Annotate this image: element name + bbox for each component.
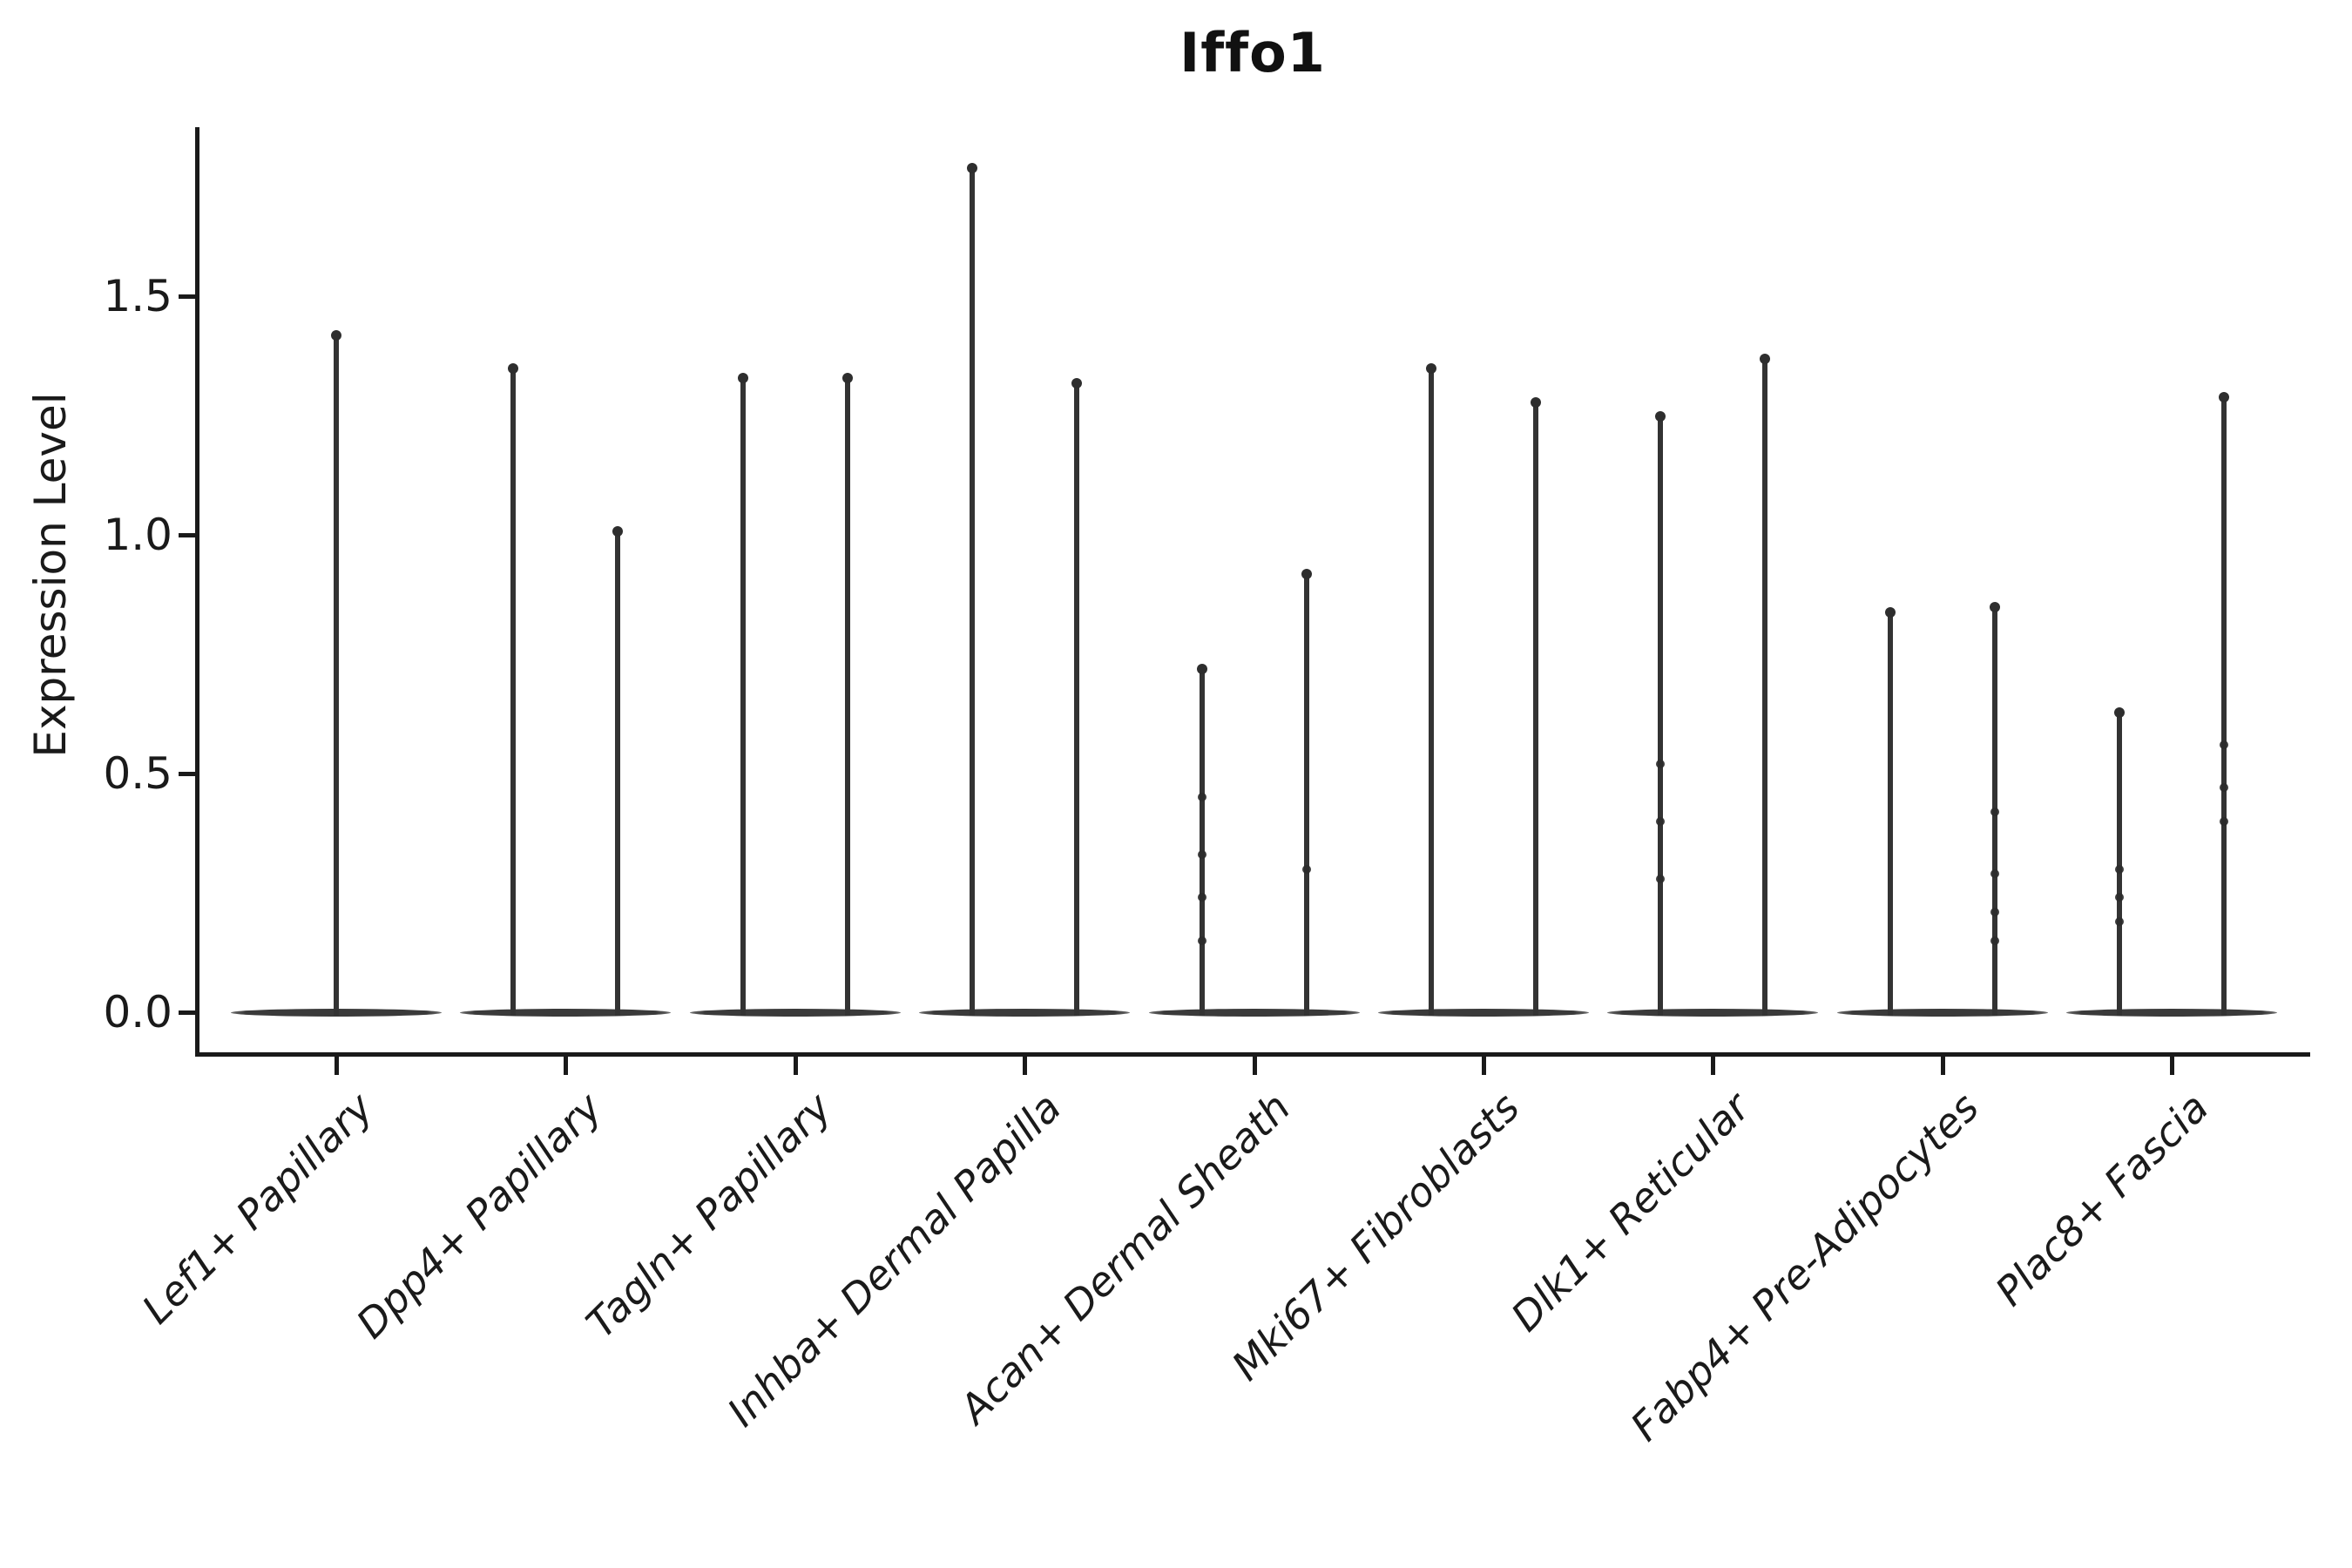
x-tick-mark	[335, 1057, 339, 1075]
violin-base	[2066, 1009, 2277, 1017]
jitter-point	[1656, 816, 1666, 826]
violin-spike	[970, 167, 976, 1016]
chart-title: Iffo1	[1179, 21, 1326, 84]
y-tick-mark	[179, 533, 195, 537]
max-point-dot	[841, 373, 853, 384]
x-tick-mark	[1023, 1057, 1028, 1075]
violin-base	[919, 1009, 1131, 1017]
violin-spike	[1658, 416, 1664, 1016]
jitter-point	[1197, 793, 1206, 802]
x-tick-label: Dpp4+ Papillary	[347, 1084, 612, 1348]
x-tick-mark	[1252, 1057, 1257, 1075]
y-tick-label: 1.0	[103, 510, 172, 560]
violin-base	[1607, 1009, 1819, 1017]
jitter-point	[2115, 864, 2124, 874]
max-point-dot	[2219, 392, 2229, 403]
jitter-point	[2115, 916, 2124, 926]
max-point-dot	[1884, 606, 1896, 618]
jitter-point	[1301, 864, 1311, 874]
max-point-dot	[1760, 354, 1771, 365]
max-point-dot	[612, 525, 624, 537]
x-tick-mark	[564, 1057, 569, 1075]
x-tick-mark	[1940, 1057, 1945, 1075]
jitter-point	[1990, 869, 1999, 879]
jitter-point	[1656, 874, 1666, 883]
y-axis-spine	[195, 127, 199, 1057]
jitter-point	[1990, 807, 1999, 816]
max-point-dot	[737, 373, 748, 384]
x-tick-label: Plac8+ Fascia	[1985, 1084, 2218, 1315]
violin-spike	[1887, 611, 1893, 1016]
jitter-point	[1990, 936, 1999, 945]
violin-spike	[1074, 382, 1080, 1016]
max-point-dot	[1655, 411, 1666, 422]
violin-spike	[1199, 668, 1205, 1016]
jitter-point	[2115, 893, 2124, 902]
jitter-point	[2220, 740, 2228, 750]
x-tick-mark	[2170, 1057, 2174, 1075]
violin-spike	[2117, 711, 2122, 1016]
violin-spike	[334, 334, 339, 1016]
y-tick-mark	[179, 294, 195, 299]
x-tick-mark	[1481, 1057, 1486, 1075]
violin-spike	[615, 530, 621, 1016]
violin-spike	[510, 368, 517, 1016]
y-tick-mark	[179, 1010, 195, 1015]
violin-spike	[1428, 368, 1434, 1016]
violin-spike	[1532, 401, 1538, 1016]
violin-base	[1836, 1009, 2048, 1017]
jitter-point	[1197, 893, 1206, 902]
jitter-point	[1656, 760, 1666, 769]
max-point-dot	[1196, 664, 1207, 675]
violin-spike	[844, 377, 850, 1016]
x-tick-mark	[793, 1057, 798, 1075]
x-axis-spine	[195, 1052, 2310, 1057]
jitter-point	[1197, 936, 1206, 945]
violin-spike	[1762, 358, 1768, 1016]
violin-base	[689, 1009, 901, 1017]
y-tick-label: 1.5	[103, 271, 172, 321]
y-tick-label: 0.5	[103, 748, 172, 799]
x-tick-label: Lef1+ Papillary	[132, 1084, 382, 1333]
violin-base	[1148, 1009, 1360, 1017]
violin-spike	[1303, 572, 1309, 1016]
violin-base	[1377, 1009, 1589, 1017]
violin-spike	[740, 377, 746, 1016]
jitter-point	[1990, 907, 1999, 916]
max-point-dot	[508, 363, 519, 375]
max-point-dot	[1301, 568, 1312, 579]
x-tick-mark	[1711, 1057, 1716, 1075]
y-tick-mark	[179, 772, 195, 776]
max-point-dot	[967, 163, 978, 174]
max-point-dot	[1530, 396, 1541, 408]
jitter-point	[2220, 816, 2228, 826]
max-point-dot	[1989, 602, 2000, 613]
max-point-dot	[2114, 706, 2125, 718]
max-point-dot	[1425, 363, 1436, 375]
violin-spike	[2221, 396, 2227, 1016]
y-tick-label: 0.0	[103, 987, 172, 1037]
x-tick-label: Dlk1+ Reticular	[1501, 1084, 1759, 1341]
y-axis-label: Expression Level	[25, 392, 76, 758]
max-point-dot	[331, 329, 341, 341]
jitter-point	[2220, 783, 2228, 793]
jitter-point	[1197, 850, 1206, 860]
x-tick-label: Tagln+ Papillary	[577, 1084, 841, 1348]
violin-base	[460, 1009, 672, 1017]
max-point-dot	[1071, 377, 1083, 389]
